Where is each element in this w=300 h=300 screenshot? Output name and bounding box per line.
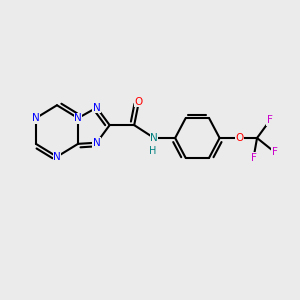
Text: N: N: [53, 152, 61, 162]
Text: O: O: [236, 133, 244, 143]
Text: N: N: [93, 138, 100, 148]
Text: H: H: [149, 146, 156, 157]
Text: N: N: [150, 133, 158, 143]
Text: F: F: [272, 147, 278, 157]
Text: N: N: [74, 113, 82, 123]
Text: N: N: [32, 113, 40, 123]
Text: O: O: [135, 97, 143, 107]
Text: N: N: [93, 103, 100, 112]
Text: F: F: [267, 116, 273, 125]
Text: F: F: [250, 153, 256, 163]
